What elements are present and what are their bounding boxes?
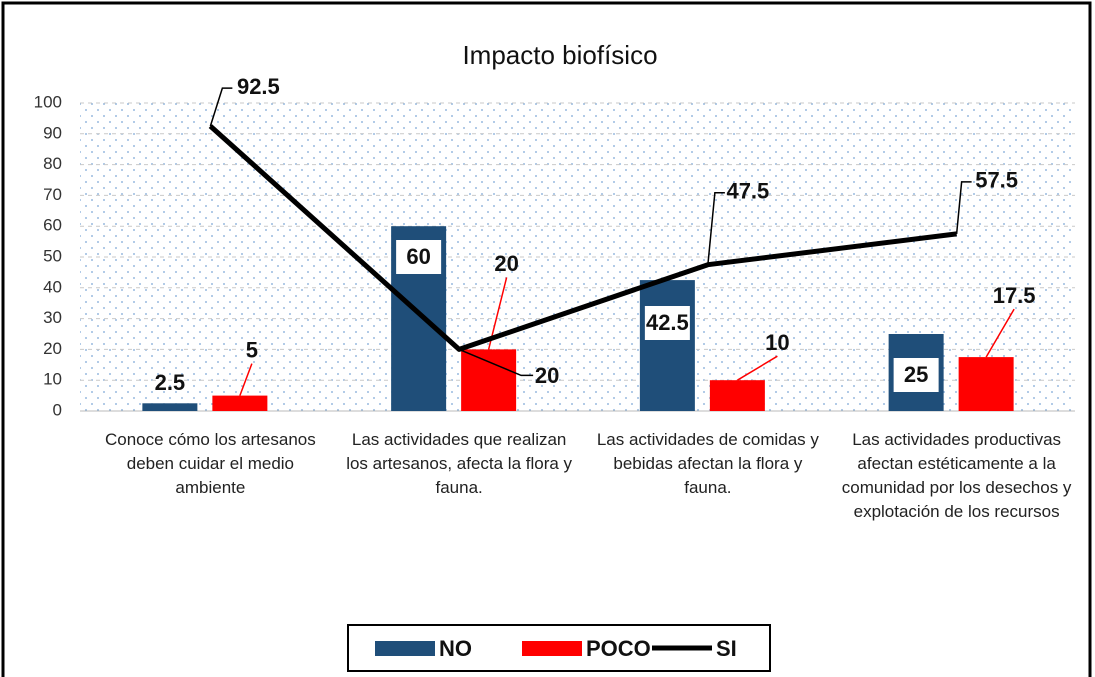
bar — [958, 357, 1014, 411]
bar — [142, 403, 198, 411]
data-label: 20 — [535, 363, 559, 388]
y-tick-label: 20 — [43, 339, 62, 358]
x-tick-label: Las actividades de comidas y bebidas afe… — [596, 430, 819, 497]
data-label: 42.5 — [646, 310, 689, 335]
leader-line — [209, 87, 233, 127]
data-label: 17.5 — [993, 283, 1036, 308]
legend-label: SI — [716, 636, 737, 661]
y-tick-label: 40 — [43, 277, 62, 296]
data-label: 2.5 — [155, 370, 186, 395]
y-tick-label: 50 — [43, 246, 62, 265]
data-label: 92.5 — [237, 74, 280, 99]
y-tick-label: 70 — [43, 185, 62, 204]
leader-line — [736, 355, 778, 381]
bar — [639, 280, 695, 411]
x-tick-label: Las actividades productivas afectan esté… — [841, 430, 1072, 521]
leader-line — [458, 348, 534, 377]
data-label: 20 — [494, 251, 518, 276]
y-tick-label: 80 — [43, 154, 62, 173]
data-label: 57.5 — [975, 168, 1018, 193]
leader-line — [985, 308, 1015, 358]
y-tick-label: 30 — [43, 308, 62, 327]
bar — [212, 395, 268, 411]
y-tick-label: 100 — [34, 92, 62, 111]
legend-swatch — [522, 641, 582, 656]
data-label: 10 — [765, 330, 789, 355]
bar — [461, 349, 517, 411]
data-label-box — [893, 358, 939, 392]
leader-line — [955, 181, 972, 234]
x-tick-label: Conoce cómo los artesanos deben cuidar e… — [105, 430, 316, 497]
legend-swatch — [375, 641, 435, 656]
legend-label: POCO — [586, 636, 651, 661]
data-label: 60 — [406, 244, 430, 269]
y-tick-label: 60 — [43, 216, 62, 235]
y-tick-label: 10 — [43, 370, 62, 389]
bar — [709, 380, 765, 411]
data-label: 47.5 — [726, 179, 769, 204]
chart-title: Impacto biofísico — [462, 40, 657, 70]
y-tick-label: 90 — [43, 123, 62, 142]
data-label-box — [396, 240, 442, 274]
data-label: 25 — [904, 362, 928, 387]
legend-label: NO — [439, 636, 472, 661]
data-label-box — [644, 306, 690, 340]
leader-line — [239, 363, 253, 396]
data-label: 5 — [246, 337, 258, 362]
leader-line — [707, 191, 725, 265]
y-tick-label: 0 — [53, 400, 62, 419]
x-tick-label: Las actividades que realizan los artesan… — [346, 430, 573, 497]
line-series — [208, 124, 957, 352]
